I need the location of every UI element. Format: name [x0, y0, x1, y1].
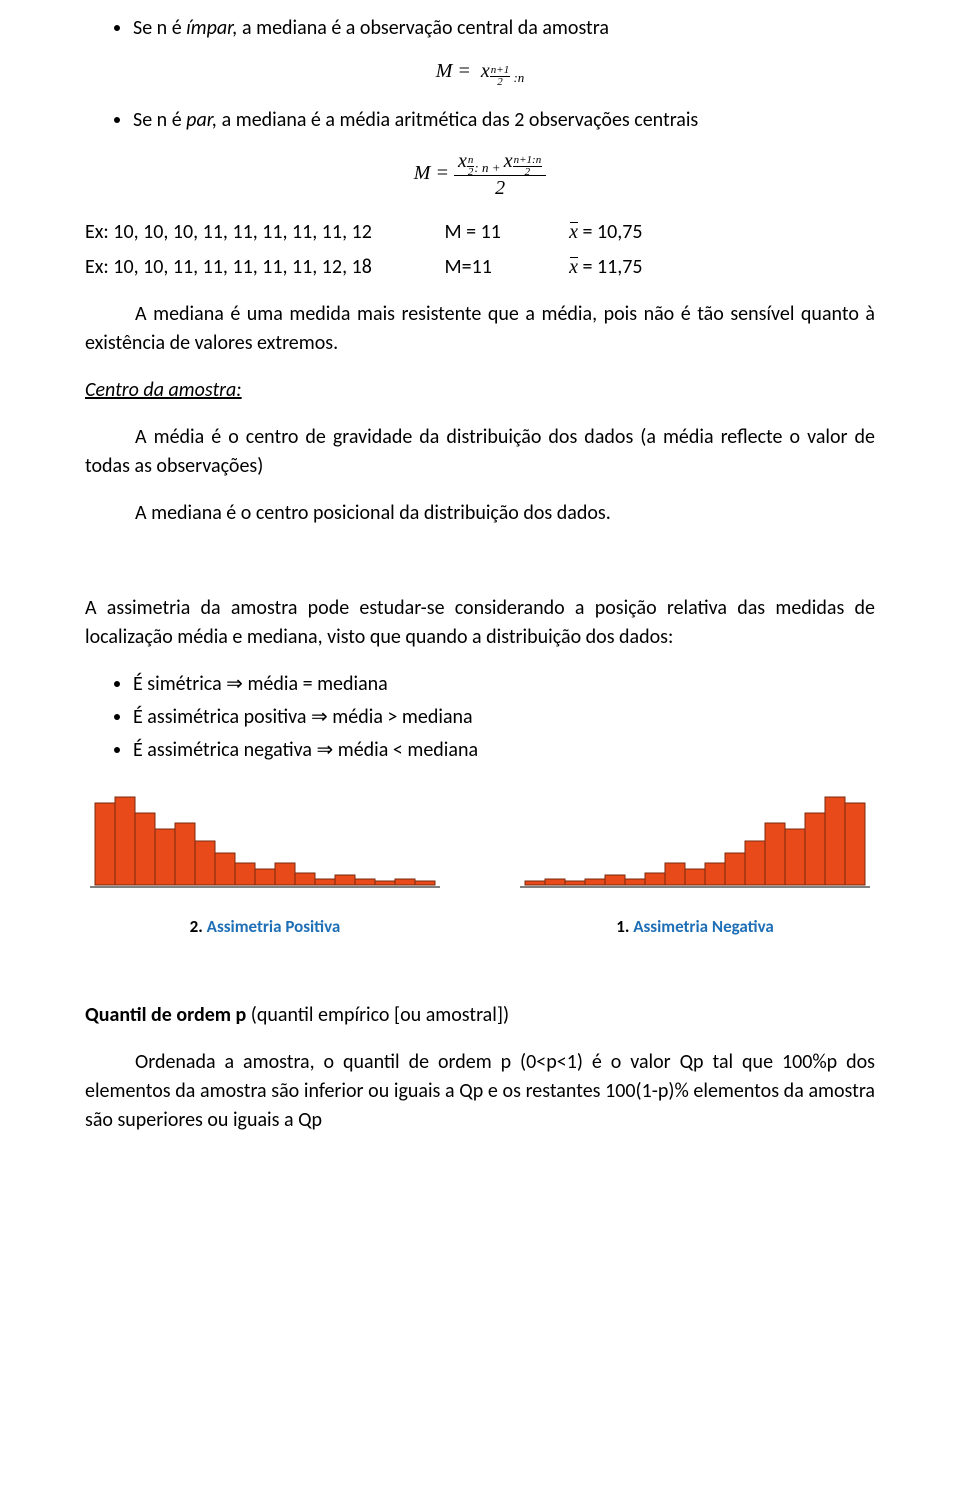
sub-n: :n: [510, 70, 524, 85]
charts-row: [85, 785, 875, 904]
ex-mean: x = 10,75: [569, 218, 642, 247]
bullet-assim-pos: É assimétrica positiva ⇒ média > mediana: [133, 703, 875, 732]
ex-data: Ex: 10, 10, 11, 11, 11, 11, 11, 12, 18: [85, 253, 440, 282]
xbar-val: = 10,75: [578, 220, 643, 244]
formula-median-odd: M = xn+12 :n: [85, 57, 875, 88]
ex-median: M=11: [445, 253, 565, 282]
heading-rest: (quantil empírico [ou amostral]): [246, 1003, 509, 1027]
text-italic: par,: [186, 108, 217, 132]
eq: =: [430, 162, 454, 184]
text: a mediana é a observação central da amos…: [238, 16, 609, 40]
chart-negative-skew: [515, 785, 875, 904]
example-line-2: Ex: 10, 10, 11, 11, 11, 11, 11, 12, 18 M…: [85, 253, 875, 282]
intro-bullets: Se n é ímpar, a mediana é a observação c…: [85, 14, 875, 43]
var-M: M: [414, 162, 431, 184]
assimetria-bullets: É simétrica ⇒ média = mediana É assimétr…: [85, 670, 875, 765]
text: A mediana é uma medida mais resistente q…: [85, 302, 875, 355]
caption-num: 1.: [616, 916, 633, 937]
heading-text: Centro da amostra:: [85, 378, 242, 402]
bullet-assim-neg: É assimétrica negativa ⇒ média < mediana: [133, 736, 875, 765]
text: A assimetria da amostra pode estudar-se …: [85, 596, 875, 649]
ex-data: Ex: 10, 10, 10, 11, 11, 11, 11, 11, 12: [85, 218, 440, 247]
paragraph-quantil: Ordenada a amostra, o quantil de ordem p…: [85, 1048, 875, 1135]
intro-bullets-2: Se n é par, a mediana é a média aritméti…: [85, 106, 875, 135]
paragraph-centro-2: A mediana é o centro posicional da distr…: [85, 499, 875, 528]
example-line-1: Ex: 10, 10, 10, 11, 11, 11, 11, 11, 12 M…: [85, 218, 875, 247]
caption-text: Assimetria Negativa: [633, 916, 774, 937]
histogram-svg: [515, 785, 875, 895]
text: A mediana é o centro posicional da distr…: [135, 501, 611, 525]
outer-frac: xn2: n + xn+1:n2 2: [454, 149, 546, 201]
text-italic: ímpar,: [186, 16, 237, 40]
bullet-simetrica: É simétrica ⇒ média = mediana: [133, 670, 875, 699]
formula-median-even: M = xn2: n + xn+1:n2 2: [85, 149, 875, 201]
ex-mean: x = 11,75: [569, 253, 642, 282]
bullet-par: Se n é par, a mediana é a média aritméti…: [133, 106, 875, 135]
paragraph-resistent: A mediana é uma medida mais resistente q…: [85, 300, 875, 358]
var-M: M: [436, 60, 453, 82]
centro-heading: Centro da amostra:: [85, 376, 875, 405]
var-x: x: [504, 150, 513, 172]
text: Ordenada a amostra, o quantil de ordem p…: [85, 1050, 875, 1132]
caption-positive: 2. Assimetria Positiva: [85, 912, 445, 941]
var-x: x: [458, 150, 467, 172]
text: A média é o centro de gravidade da distr…: [85, 425, 875, 478]
text: Se n é: [133, 16, 186, 40]
eq: =: [452, 60, 481, 82]
document-page: Se n é ímpar, a mediana é a observação c…: [0, 0, 960, 1505]
bullet-impar: Se n é ímpar, a mediana é a observação c…: [133, 14, 875, 43]
paragraph-centro-1: A média é o centro de gravidade da distr…: [85, 423, 875, 481]
den: 2: [454, 176, 546, 200]
chart-positive-skew: [85, 785, 445, 904]
ex-median: M = 11: [445, 218, 565, 247]
caption-text: Assimetria Positiva: [207, 916, 341, 937]
caption-negative: 1. Assimetria Negativa: [515, 912, 875, 941]
histogram-svg: [85, 785, 445, 895]
paragraph-assimetria: A assimetria da amostra pode estudar-se …: [85, 594, 875, 652]
var-x: x: [481, 60, 490, 82]
text: a mediana é a média aritmética das 2 obs…: [217, 108, 698, 132]
text: Se n é: [133, 108, 186, 132]
sub: : n +: [474, 160, 503, 175]
xbar-val: = 11,75: [578, 255, 643, 279]
chart-captions: 2. Assimetria Positiva 1. Assimetria Neg…: [85, 912, 875, 941]
heading-bold: Quantil de ordem p: [85, 1003, 246, 1027]
caption-num: 2.: [190, 916, 207, 937]
quantil-heading: Quantil de ordem p (quantil empírico [ou…: [85, 1001, 875, 1030]
subscript-frac: n+12: [490, 65, 510, 88]
